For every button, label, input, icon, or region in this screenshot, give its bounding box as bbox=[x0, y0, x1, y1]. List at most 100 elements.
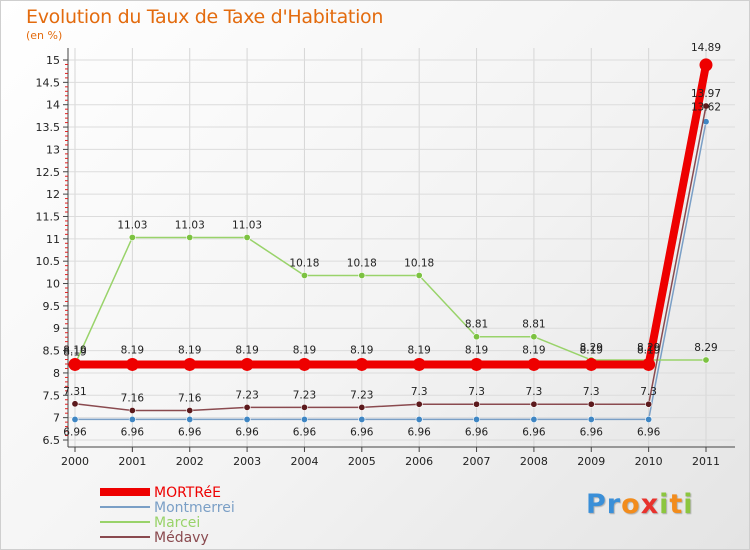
data-label-mortrée: 8.19 bbox=[293, 344, 316, 356]
data-label-médavy: 7.23 bbox=[293, 389, 316, 401]
data-point-marcei bbox=[702, 356, 710, 364]
data-label-médavy: 7.23 bbox=[350, 389, 373, 401]
data-point-médavy bbox=[300, 403, 308, 411]
data-label-médavy: 7.31 bbox=[63, 386, 86, 398]
logo-letter: o bbox=[621, 489, 641, 520]
data-label-marcei: 8.29 bbox=[637, 342, 660, 354]
series-line-mortrée bbox=[71, 60, 710, 369]
data-point-montmerrei bbox=[415, 415, 423, 423]
y-tick-label: 15 bbox=[46, 54, 60, 67]
data-point-mortrée bbox=[297, 357, 311, 371]
data-point-montmerrei bbox=[128, 415, 136, 423]
y-tick-label: 14 bbox=[46, 99, 60, 112]
data-point-montmerrei bbox=[243, 415, 251, 423]
data-label-mortrée: 8.19 bbox=[63, 344, 86, 356]
data-point-mortrée bbox=[470, 357, 484, 371]
data-label-mortrée: 8.19 bbox=[465, 344, 488, 356]
data-label-médavy: 7.3 bbox=[583, 386, 600, 398]
x-tick-label: 2010 bbox=[635, 455, 663, 468]
grid bbox=[68, 48, 735, 447]
x-tick-label: 2004 bbox=[290, 455, 318, 468]
data-label-marcei: 8.29 bbox=[694, 342, 717, 354]
series-line-marcei bbox=[74, 236, 707, 366]
data-point-mortrée bbox=[642, 357, 656, 371]
data-point-médavy bbox=[587, 400, 595, 408]
data-point-médavy bbox=[128, 406, 136, 414]
data-label-montmerrei: 6.96 bbox=[580, 426, 604, 438]
data-point-marcei bbox=[530, 333, 538, 341]
data-label-mortrée: 8.19 bbox=[407, 344, 430, 356]
x-tick-label: 2007 bbox=[463, 455, 491, 468]
y-tick-label: 13.5 bbox=[36, 121, 61, 134]
legend-label-marcei: Marcei bbox=[154, 515, 200, 531]
data-label-marcei: 10.18 bbox=[404, 257, 434, 269]
y-tick-label: 7 bbox=[53, 412, 60, 425]
data-labels: 6.96 6.96 6.96 6.96 6.96 6.96 6.96 6.96 6.96 6.96… bbox=[63, 42, 721, 439]
data-label-mortrée: 8.19 bbox=[522, 344, 545, 356]
chart-unit-label: (en %) bbox=[26, 29, 63, 42]
data-label-mortrée: 8.19 bbox=[178, 344, 201, 356]
data-label-mortrée: 8.19 bbox=[637, 344, 660, 356]
data-point-médavy bbox=[415, 400, 423, 408]
logo-letter: i bbox=[683, 489, 694, 520]
data-point-médavy bbox=[243, 403, 251, 411]
y-tick-label: 8.5 bbox=[43, 345, 61, 358]
y-tick-label: 6.5 bbox=[43, 434, 61, 447]
data-point-montmerrei bbox=[300, 415, 308, 423]
data-label-médavy: 7.16 bbox=[121, 392, 145, 404]
data-point-médavy bbox=[702, 102, 710, 110]
x-tick-label: 2006 bbox=[405, 455, 433, 468]
data-label-montmerrei: 6.96 bbox=[465, 426, 489, 438]
y-tick-label: 9 bbox=[53, 322, 60, 335]
series-line-médavy bbox=[74, 105, 707, 412]
x-tick-label: 2005 bbox=[348, 455, 376, 468]
data-point-marcei bbox=[243, 233, 251, 241]
y-tick-label: 14.5 bbox=[36, 76, 61, 89]
data-label-montmerrei: 6.96 bbox=[407, 426, 431, 438]
data-point-médavy bbox=[645, 400, 653, 408]
data-point-mortrée bbox=[355, 357, 369, 371]
y-tick-label: 11.5 bbox=[36, 210, 61, 223]
data-label-marcei: 8.81 bbox=[465, 319, 488, 331]
data-point-mortrée bbox=[125, 357, 139, 371]
data-point-mortrée bbox=[183, 357, 197, 371]
y-tick-label: 10.5 bbox=[36, 255, 61, 268]
data-point-mortrée bbox=[240, 357, 254, 371]
data-label-montmerrei: 6.96 bbox=[293, 426, 317, 438]
data-point-montmerrei bbox=[530, 415, 538, 423]
data-label-montmerrei: 6.96 bbox=[63, 426, 87, 438]
y-tick-label: 13 bbox=[46, 143, 60, 156]
data-point-marcei bbox=[473, 333, 481, 341]
x-tick-label: 2008 bbox=[520, 455, 548, 468]
y-tick-label: 10 bbox=[46, 278, 60, 291]
logo-letter: P bbox=[586, 489, 607, 520]
data-point-mortrée bbox=[68, 357, 82, 371]
series-layer bbox=[68, 58, 713, 423]
data-label-mortrée: 8.19 bbox=[580, 344, 603, 356]
data-label-montmerrei: 6.96 bbox=[178, 426, 202, 438]
data-label-montmerrei: 6.96 bbox=[121, 426, 145, 438]
data-point-médavy bbox=[71, 400, 79, 408]
data-label-marcei: 10.18 bbox=[347, 257, 377, 269]
data-label-médavy: 7.3 bbox=[411, 386, 428, 398]
data-point-montmerrei bbox=[587, 415, 595, 423]
data-label-marcei: 11.03 bbox=[175, 219, 205, 231]
data-label-médavy: 7.16 bbox=[178, 392, 202, 404]
y-tick-label: 12.5 bbox=[36, 166, 61, 179]
data-label-montmerrei: 6.96 bbox=[235, 426, 259, 438]
x-tick-label: 2002 bbox=[176, 455, 204, 468]
data-label-marcei: 11.03 bbox=[232, 219, 262, 231]
data-point-médavy bbox=[186, 406, 194, 414]
data-point-marcei bbox=[300, 271, 308, 279]
data-label-médavy: 7.3 bbox=[526, 386, 543, 398]
data-label-marcei: 8.19 bbox=[63, 346, 86, 358]
data-point-montmerrei bbox=[358, 415, 366, 423]
x-tick-label: 2009 bbox=[577, 455, 605, 468]
legend-label-mortrée: MORTRéE bbox=[154, 485, 221, 501]
data-label-montmerrei: 6.96 bbox=[350, 426, 374, 438]
data-label-mortrée: 8.19 bbox=[235, 344, 258, 356]
data-point-marcei bbox=[358, 271, 366, 279]
data-label-marcei: 10.18 bbox=[289, 257, 319, 269]
